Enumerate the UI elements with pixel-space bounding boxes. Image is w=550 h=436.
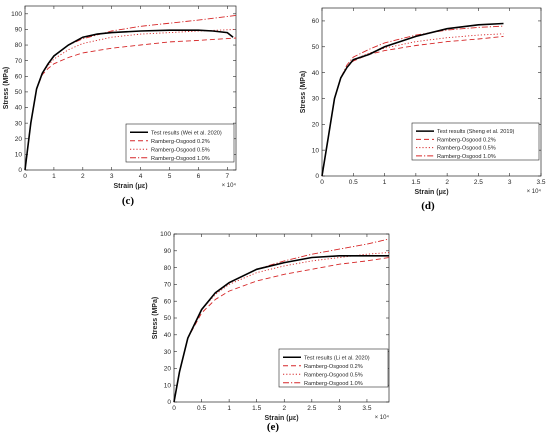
x-axis-multiplier: × 10⁴ <box>222 182 237 189</box>
x-tick-label: 1 <box>383 179 387 186</box>
legend-entry-4: Ramberg-Osgood 1.0% <box>437 154 496 160</box>
legend-box <box>125 123 235 163</box>
y-axis-label: Stress (MPa) <box>3 67 10 109</box>
series-line-3 <box>321 33 504 177</box>
series-line-3 <box>173 252 390 403</box>
x-tick-label: 5 <box>168 173 172 180</box>
series-line-1 <box>321 22 504 177</box>
x-tick-label: 0 <box>320 179 324 186</box>
series-line-1 <box>173 255 389 403</box>
x-tick-label: 0 <box>172 405 176 412</box>
x-tick-label: 2.5 <box>474 179 483 186</box>
x-tick-label: 1.5 <box>252 405 261 412</box>
legend-entry-1: Test results (Wei et al. 2020) <box>151 130 222 136</box>
legend-box <box>411 122 540 161</box>
panel-label-d: (d) <box>421 200 435 212</box>
x-tick-label: 2 <box>81 173 85 180</box>
panel-label-e: (e) <box>267 421 280 433</box>
y-tick-label: 30 <box>15 120 23 127</box>
y-tick-label: 70 <box>164 282 172 289</box>
x-axis-label: Strain (με) <box>113 183 147 190</box>
x-tick-label: 1.5 <box>411 179 420 186</box>
series-line-1 <box>24 29 234 171</box>
y-tick-label: 20 <box>164 366 172 373</box>
x-axis-label: Strain (με) <box>414 189 448 196</box>
y-tick-label: 0 <box>18 167 22 174</box>
y-tick-label: 80 <box>164 265 172 272</box>
x-tick-label: 4 <box>139 173 143 180</box>
y-tick-label: 10 <box>312 147 320 154</box>
x-tick-label: 6 <box>197 173 201 180</box>
x-tick-label: 2.5 <box>307 405 316 412</box>
y-axis-label: Stress (MPa) <box>300 71 307 113</box>
legend-entry-3: Ramberg-Osgood 0.5% <box>151 147 210 153</box>
x-tick-label: 0 <box>23 173 27 180</box>
x-tick-label: 3 <box>508 179 512 186</box>
y-tick-label: 10 <box>15 152 23 159</box>
panel-label-c: (c) <box>122 195 135 207</box>
y-tick-label: 90 <box>164 248 172 255</box>
x-axis-multiplier: × 10⁴ <box>375 414 390 421</box>
y-tick-label: 0 <box>315 173 319 180</box>
y-tick-label: 60 <box>164 298 172 305</box>
x-tick-label: 2 <box>445 179 449 186</box>
x-tick-label: 3 <box>338 405 342 412</box>
y-tick-label: 40 <box>312 70 320 77</box>
x-tick-label: 3.5 <box>536 179 545 186</box>
y-tick-label: 70 <box>15 58 23 65</box>
y-tick-label: 50 <box>15 89 23 96</box>
x-axis-label: Strain (με) <box>264 415 298 422</box>
legend-entry-1: Test results (Li et al. 2020) <box>304 355 370 361</box>
y-tick-label: 30 <box>164 349 172 356</box>
x-tick-label: 0.5 <box>349 179 358 186</box>
y-tick-label: 40 <box>164 332 172 339</box>
x-tick-label: 2 <box>282 405 286 412</box>
x-axis-multiplier: × 10⁴ <box>527 188 542 195</box>
legend-entry-2: Ramberg-Osgood 0.2% <box>304 364 363 370</box>
series-line-3 <box>24 28 237 171</box>
legend-entry-3: Ramberg-Osgood 0.5% <box>437 146 496 152</box>
y-tick-label: 50 <box>164 315 172 322</box>
legend-entry-3: Ramberg-Osgood 0.5% <box>304 372 363 378</box>
x-tick-label: 1 <box>52 173 56 180</box>
x-tick-label: 0.5 <box>197 405 206 412</box>
y-tick-label: 10 <box>164 382 172 389</box>
y-tick-label: 80 <box>15 42 23 49</box>
y-tick-label: 40 <box>15 105 23 112</box>
legend-box <box>278 348 389 388</box>
x-tick-label: 3.5 <box>362 405 371 412</box>
y-tick-label: 60 <box>15 73 23 80</box>
y-tick-label: 20 <box>312 122 320 129</box>
x-tick-label: 3 <box>110 173 114 180</box>
legend-entry-4: Ramberg-Osgood 1.0% <box>304 381 363 387</box>
y-tick-label: 60 <box>312 18 320 25</box>
legend-entry-4: Ramberg-Osgood 1.0% <box>151 156 210 162</box>
chart-panel-e: 0 0.5 1 1.5 2 2.5 3 3.5 0 10 20 30 40 50 60 70 80 90 100 St… <box>152 231 389 422</box>
y-tick-label: 100 <box>11 11 22 18</box>
y-axis-label: Stress (MPa) <box>152 297 159 339</box>
y-tick-label: 30 <box>312 96 320 103</box>
y-tick-label: 100 <box>160 231 171 238</box>
y-tick-label: 50 <box>312 44 320 51</box>
y-tick-label: 0 <box>167 399 171 406</box>
y-tick-label: 20 <box>15 136 23 143</box>
legend-entry-2: Ramberg-Osgood 0.2% <box>437 137 496 143</box>
chart-panel-d: 0 0.5 1 1.5 2 2.5 3 3.5 0 10 20 30 40 50 60 Strain (με)… <box>300 7 546 196</box>
x-tick-label: 1 <box>227 405 231 412</box>
y-tick-label: 90 <box>15 27 23 34</box>
legend-entry-2: Ramberg-Osgood 0.2% <box>151 139 210 145</box>
legend-entry-1: Test results (Sheng et al. 2019) <box>437 129 515 135</box>
x-tick-label: 7 <box>226 173 230 180</box>
